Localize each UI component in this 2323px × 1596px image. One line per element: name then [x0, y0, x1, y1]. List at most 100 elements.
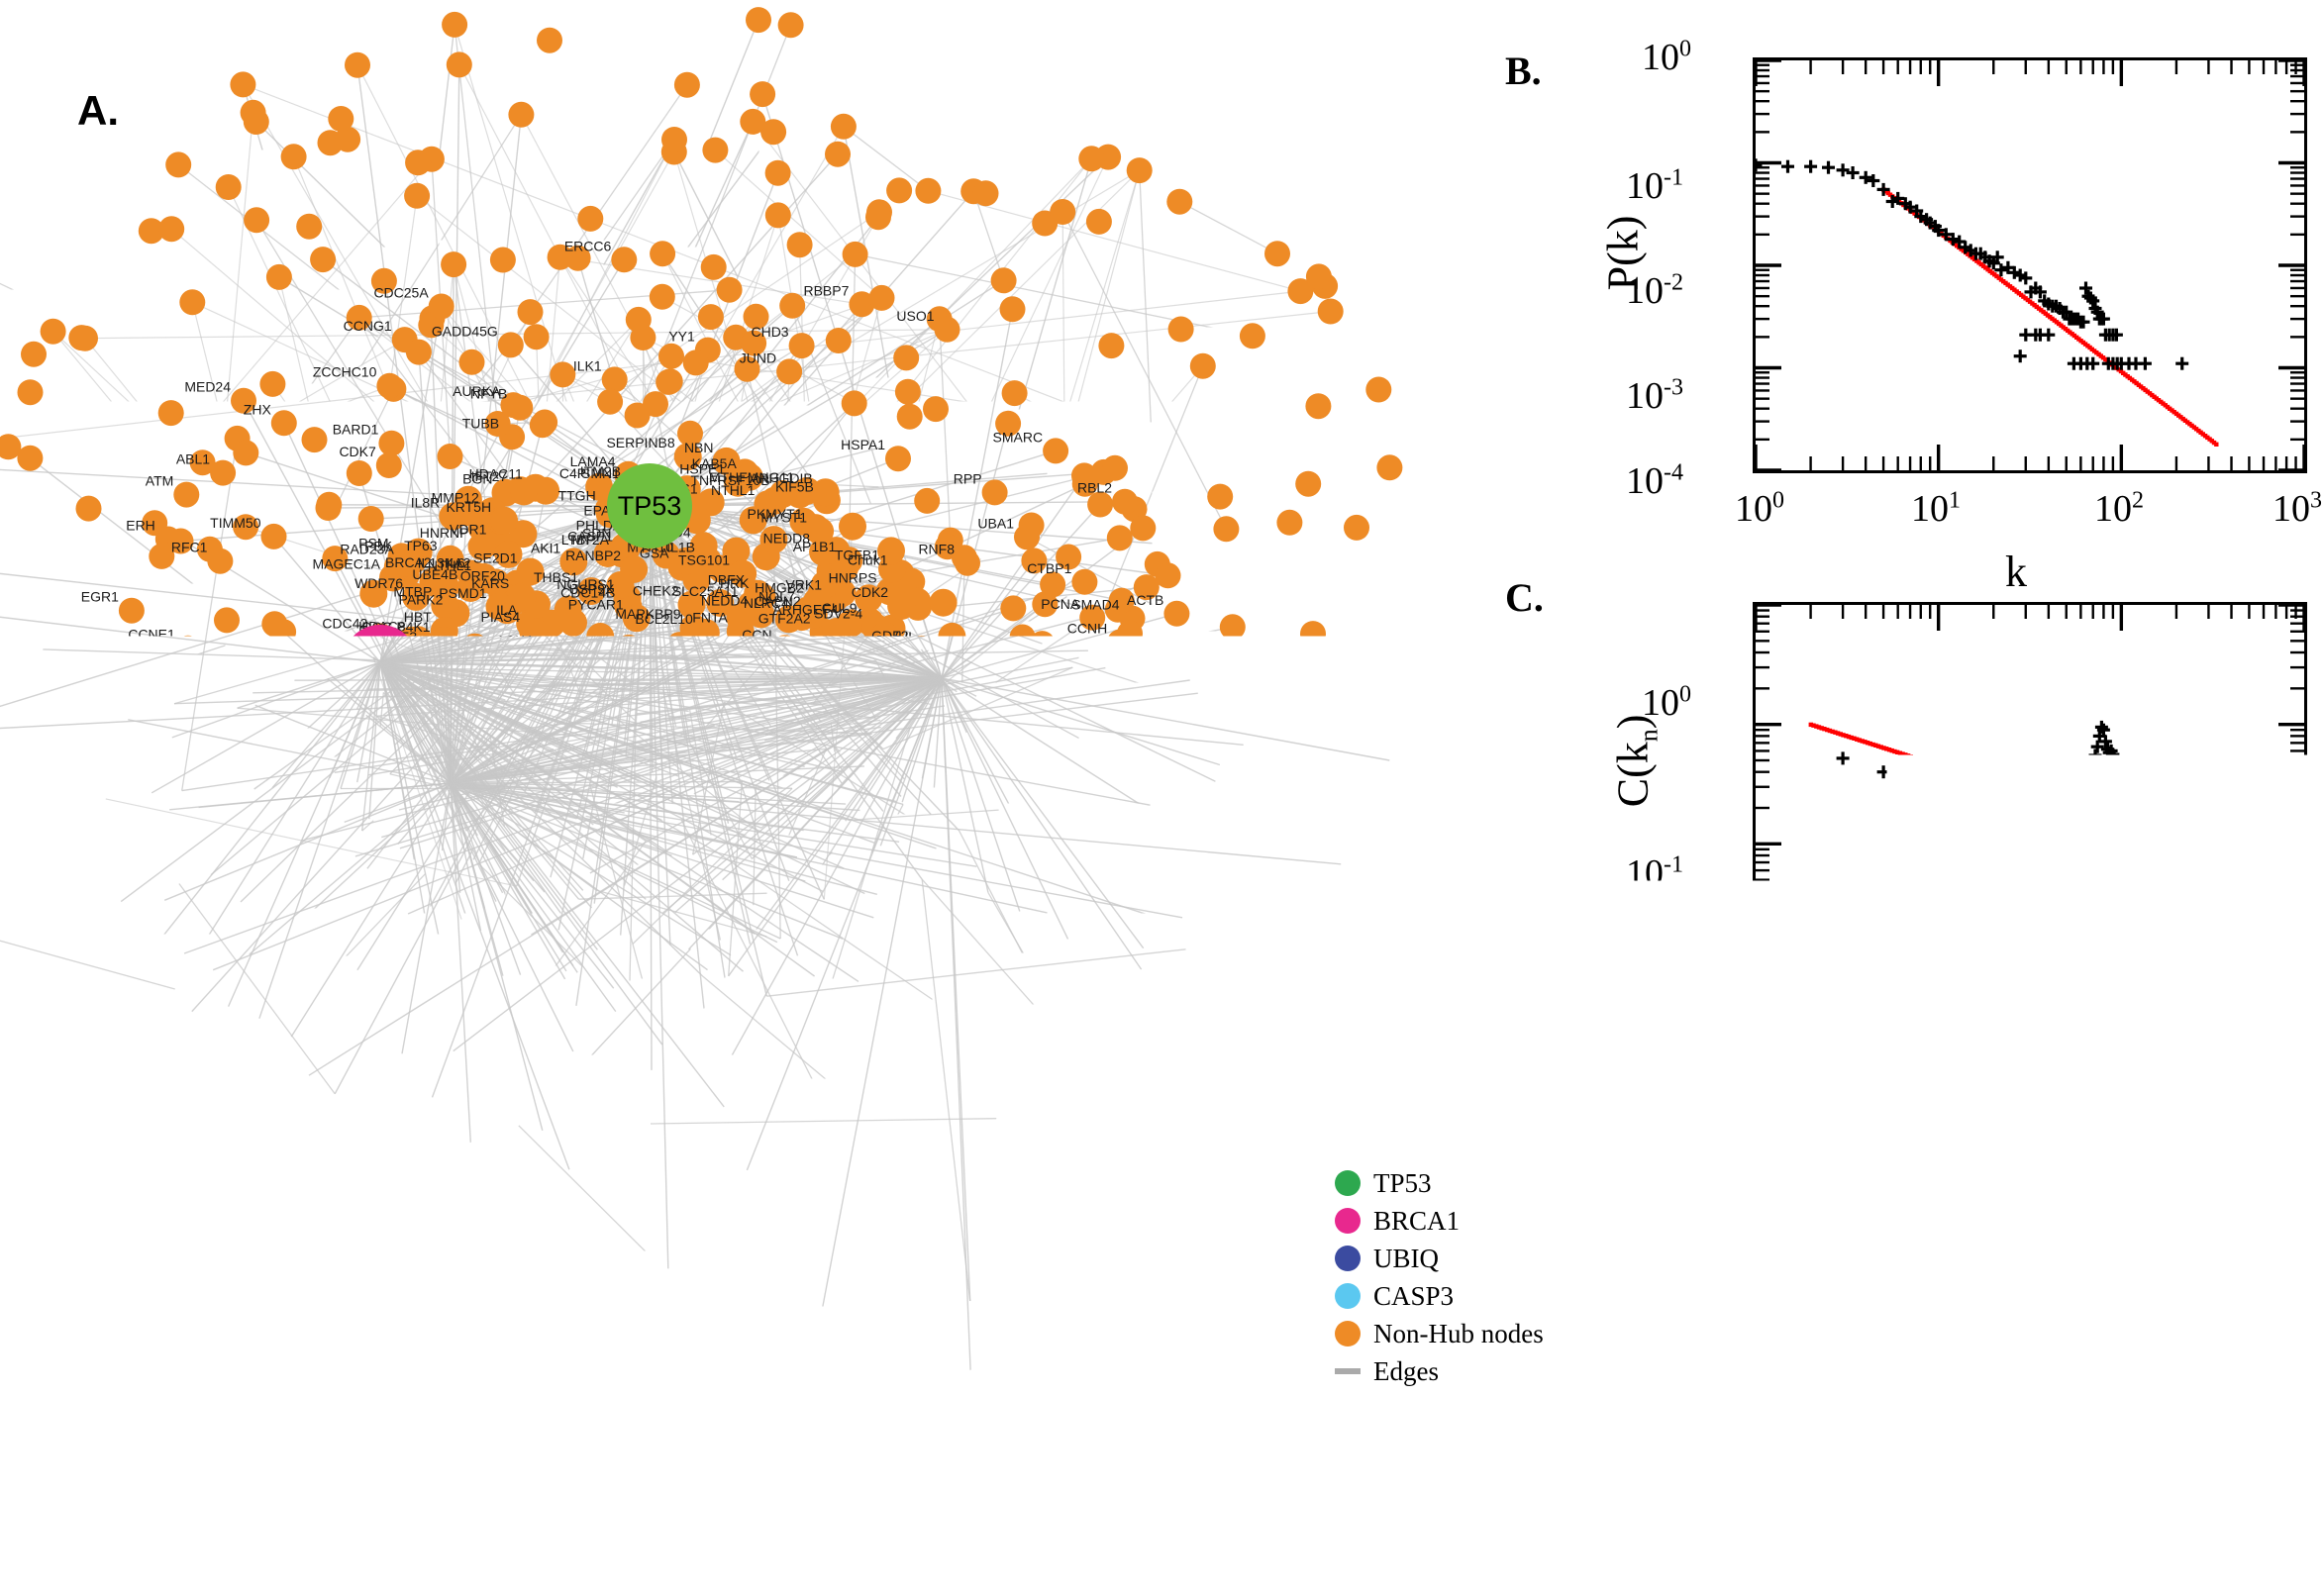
non-hub-node[interactable]	[441, 251, 466, 277]
non-hub-node[interactable]	[17, 446, 43, 471]
non-hub-node[interactable]	[787, 232, 813, 257]
non-hub-node[interactable]	[1067, 1253, 1093, 1279]
non-hub-node[interactable]	[583, 936, 611, 963]
non-hub-node[interactable]	[1365, 377, 1391, 403]
non-hub-node[interactable]	[865, 204, 891, 230]
non-hub-node[interactable]	[786, 1285, 812, 1311]
non-hub-node[interactable]	[480, 1391, 506, 1417]
non-hub-node[interactable]	[276, 1265, 302, 1291]
non-hub-node[interactable]	[829, 925, 857, 952]
non-hub-node[interactable]	[885, 446, 911, 471]
non-hub-node[interactable]	[246, 1181, 271, 1207]
non-hub-node[interactable]	[1058, 770, 1083, 796]
non-hub-node[interactable]	[1240, 323, 1265, 349]
non-hub-node[interactable]	[173, 482, 199, 508]
non-hub-node[interactable]	[302, 427, 328, 452]
non-hub-node[interactable]	[1004, 750, 1030, 776]
non-hub-node[interactable]	[93, 786, 119, 812]
non-hub-node[interactable]	[982, 479, 1008, 505]
non-hub-node[interactable]	[411, 917, 439, 945]
non-hub-node[interactable]	[628, 1137, 654, 1162]
non-hub-node[interactable]	[21, 342, 47, 367]
non-hub-node[interactable]	[1168, 317, 1194, 343]
non-hub-node[interactable]	[179, 289, 205, 315]
non-hub-node[interactable]	[869, 285, 895, 311]
non-hub-node[interactable]	[958, 1357, 983, 1383]
non-hub-node[interactable]	[334, 1061, 359, 1087]
non-hub-node[interactable]	[779, 293, 805, 319]
non-hub-node[interactable]	[1220, 614, 1246, 640]
non-hub-node[interactable]	[228, 889, 253, 915]
non-hub-node[interactable]	[440, 1337, 465, 1362]
non-hub-node[interactable]	[376, 373, 402, 399]
non-hub-node[interactable]	[397, 1154, 423, 1180]
non-hub-node[interactable]	[930, 589, 958, 617]
non-hub-node[interactable]	[233, 440, 258, 465]
non-hub-node[interactable]	[508, 102, 534, 128]
non-hub-node[interactable]	[923, 396, 949, 422]
non-hub-node[interactable]	[1213, 516, 1239, 542]
non-hub-node[interactable]	[710, 1165, 736, 1191]
non-hub-node[interactable]	[923, 835, 951, 862]
non-hub-node[interactable]	[1086, 209, 1112, 235]
non-hub-node[interactable]	[490, 248, 516, 273]
non-hub-node[interactable]	[1306, 263, 1332, 289]
non-hub-node[interactable]	[152, 879, 178, 905]
non-hub-node[interactable]	[1369, 690, 1395, 716]
non-hub-node[interactable]	[574, 1390, 600, 1416]
non-hub-node[interactable]	[430, 627, 457, 654]
non-hub-node[interactable]	[158, 400, 184, 426]
non-hub-node[interactable]	[661, 127, 687, 152]
non-hub-node[interactable]	[1131, 936, 1157, 961]
non-hub-node[interactable]	[198, 1020, 224, 1046]
non-hub-node[interactable]	[328, 106, 354, 132]
non-hub-node[interactable]	[58, 884, 84, 910]
non-hub-node[interactable]	[1078, 146, 1104, 171]
non-hub-node[interactable]	[711, 1326, 737, 1351]
non-hub-node[interactable]	[18, 379, 44, 405]
non-hub-node[interactable]	[68, 325, 94, 350]
non-hub-node[interactable]	[193, 719, 219, 745]
non-hub-node[interactable]	[537, 28, 562, 53]
non-hub-node[interactable]	[62, 1268, 88, 1294]
non-hub-node[interactable]	[1071, 569, 1097, 595]
non-hub-node[interactable]	[573, 1165, 599, 1191]
non-hub-node[interactable]	[240, 1141, 265, 1166]
non-hub-node[interactable]	[630, 325, 656, 350]
non-hub-node[interactable]	[843, 242, 868, 267]
non-hub-node[interactable]	[158, 216, 184, 242]
non-hub-node[interactable]	[574, 1261, 600, 1287]
non-hub-node[interactable]	[1344, 515, 1369, 541]
non-hub-node[interactable]	[1169, 905, 1195, 931]
non-hub-node[interactable]	[812, 478, 840, 506]
non-hub-node[interactable]	[1359, 779, 1384, 805]
non-hub-node[interactable]	[447, 51, 472, 77]
non-hub-node[interactable]	[886, 1067, 912, 1093]
non-hub-node[interactable]	[216, 994, 242, 1020]
non-hub-node[interactable]	[1327, 637, 1353, 662]
non-hub-node[interactable]	[549, 1089, 574, 1115]
non-hub-node[interactable]	[650, 1032, 675, 1057]
non-hub-node[interactable]	[897, 404, 923, 430]
non-hub-node[interactable]	[1080, 1077, 1106, 1103]
non-hub-node[interactable]	[1010, 681, 1036, 707]
non-hub-node[interactable]	[405, 150, 431, 175]
non-hub-node[interactable]	[518, 299, 544, 325]
non-hub-node[interactable]	[1166, 189, 1192, 215]
non-hub-node[interactable]	[1043, 438, 1068, 463]
non-hub-node[interactable]	[776, 358, 802, 384]
non-hub-node[interactable]	[765, 202, 791, 228]
non-hub-node[interactable]	[133, 831, 158, 856]
non-hub-node[interactable]	[831, 114, 857, 140]
non-hub-node[interactable]	[1264, 241, 1290, 266]
non-hub-node[interactable]	[438, 444, 463, 469]
non-hub-node[interactable]	[952, 1123, 977, 1148]
non-hub-node[interactable]	[506, 1113, 532, 1139]
non-hub-node[interactable]	[973, 180, 999, 206]
non-hub-node[interactable]	[302, 1321, 328, 1347]
non-hub-node[interactable]	[999, 854, 1025, 880]
non-hub-node[interactable]	[780, 1422, 806, 1447]
non-hub-node[interactable]	[1099, 902, 1125, 928]
non-hub-node[interactable]	[123, 1146, 149, 1171]
non-hub-node[interactable]	[200, 957, 226, 983]
